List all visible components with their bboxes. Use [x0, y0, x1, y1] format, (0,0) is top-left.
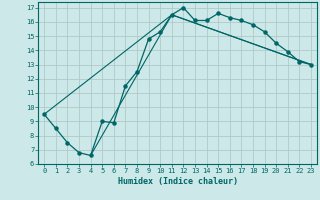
X-axis label: Humidex (Indice chaleur): Humidex (Indice chaleur)	[118, 177, 238, 186]
